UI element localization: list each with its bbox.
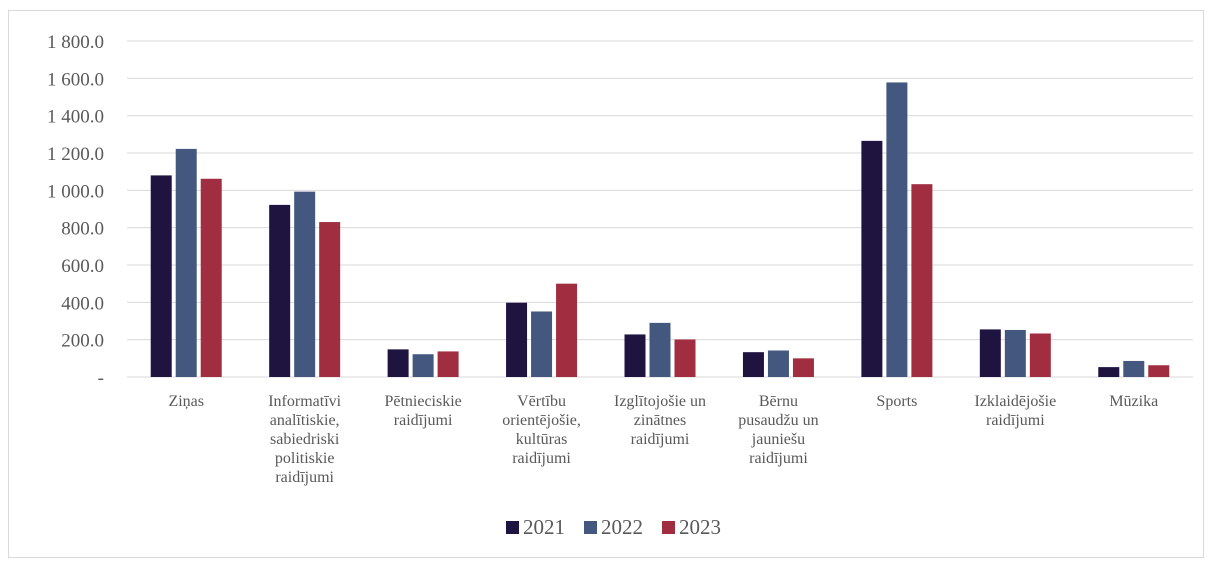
legend-swatch-2022 xyxy=(584,521,597,534)
bar-2023 xyxy=(200,178,222,377)
legend-swatch-2023 xyxy=(662,521,675,534)
bar-2022 xyxy=(767,350,789,377)
bar-2021 xyxy=(861,140,883,377)
y-tick-label: - xyxy=(98,368,104,389)
legend-label-2022: 2022 xyxy=(601,515,643,539)
y-tick-label: 600.0 xyxy=(61,256,104,277)
bar-2023 xyxy=(911,184,933,377)
legend-label-2021: 2021 xyxy=(523,515,565,539)
y-tick-label: 200.0 xyxy=(61,331,104,352)
bar-2021 xyxy=(506,302,528,377)
bar-2023 xyxy=(1148,365,1170,377)
x-tick-label: Vērtību orientējošie, kultūras raidījumi xyxy=(502,393,581,467)
bar-2023 xyxy=(556,283,578,377)
x-tick-label: Sports xyxy=(876,393,917,410)
bar-2021 xyxy=(150,175,172,377)
bar-2021 xyxy=(387,349,409,377)
bar-2022 xyxy=(294,191,316,377)
y-tick-label: 1 200.0 xyxy=(47,144,104,165)
bar-2023 xyxy=(674,339,696,377)
bar-2021 xyxy=(624,334,646,377)
bar-2022 xyxy=(649,322,671,377)
x-tick-label: Pētnieciskie raidījumi xyxy=(384,393,461,429)
bar-2023 xyxy=(1029,333,1051,377)
legend-swatch-2021 xyxy=(506,521,519,534)
y-tick-label: 1 600.0 xyxy=(47,69,104,90)
bar-2023 xyxy=(792,358,814,377)
x-tick-label: Informatīvi analītiskie, sabiedriski politi… xyxy=(268,393,341,486)
y-tick-label: 1 400.0 xyxy=(47,107,104,128)
bar-2022 xyxy=(531,311,553,377)
x-tick-label: Izklaidējošie raidījumi xyxy=(974,393,1056,429)
y-tick-label: 800.0 xyxy=(61,219,104,240)
legend-label-2023: 2023 xyxy=(679,515,721,539)
bar-2022 xyxy=(175,148,197,377)
x-tick-label: Bērnu pusaudžu un jauniešu raidījumi xyxy=(738,393,818,467)
bar-2021 xyxy=(979,329,1001,377)
y-tick-label: 1 000.0 xyxy=(47,181,104,202)
x-tick-label: Izglītojošie un zinātnes raidījumi xyxy=(614,393,706,448)
bar-2022 xyxy=(1123,360,1145,377)
bar-2022 xyxy=(1004,329,1026,377)
y-tick-label: 400.0 xyxy=(61,293,104,314)
x-tick-label: Ziņas xyxy=(168,393,204,410)
bar-2022 xyxy=(412,354,434,377)
bar-2023 xyxy=(437,351,459,377)
bar-2021 xyxy=(742,352,764,377)
y-tick-label: 1 800.0 xyxy=(47,32,104,53)
bar-2023 xyxy=(319,222,341,377)
bar-2022 xyxy=(886,82,908,377)
x-tick-label: Mūzika xyxy=(1109,393,1158,410)
bar-2021 xyxy=(269,204,291,377)
bar-2021 xyxy=(1098,367,1120,377)
